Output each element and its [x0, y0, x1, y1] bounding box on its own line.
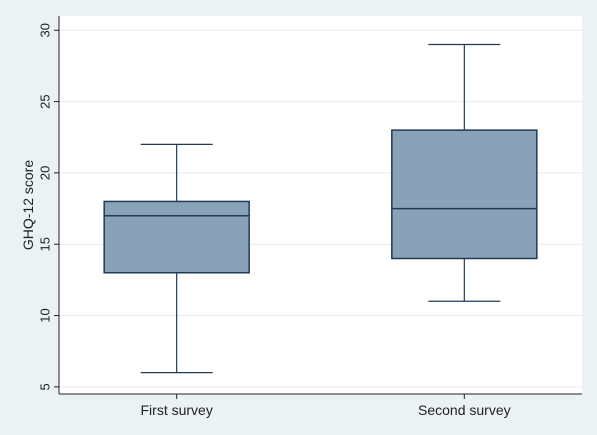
box-group	[103, 143, 250, 374]
x-category-label: Second survey	[418, 402, 511, 418]
iqr-box	[103, 200, 250, 274]
y-tick-label: 10	[38, 308, 53, 322]
iqr-box	[391, 129, 538, 260]
y-tick-label: 15	[38, 237, 53, 251]
y-tick-label: 25	[38, 94, 53, 108]
box-group	[391, 43, 538, 302]
y-ticks: 5 10 15 20 25 30	[38, 23, 59, 390]
y-tick-label: 30	[38, 23, 53, 37]
x-category-label: First survey	[141, 402, 213, 418]
boxes-layer	[103, 43, 538, 374]
y-tick-label: 20	[38, 166, 53, 180]
y-axis-title: GHQ-12 score	[20, 160, 36, 250]
x-labels: First survey Second survey	[141, 394, 511, 418]
y-tick-label: 5	[38, 383, 53, 390]
